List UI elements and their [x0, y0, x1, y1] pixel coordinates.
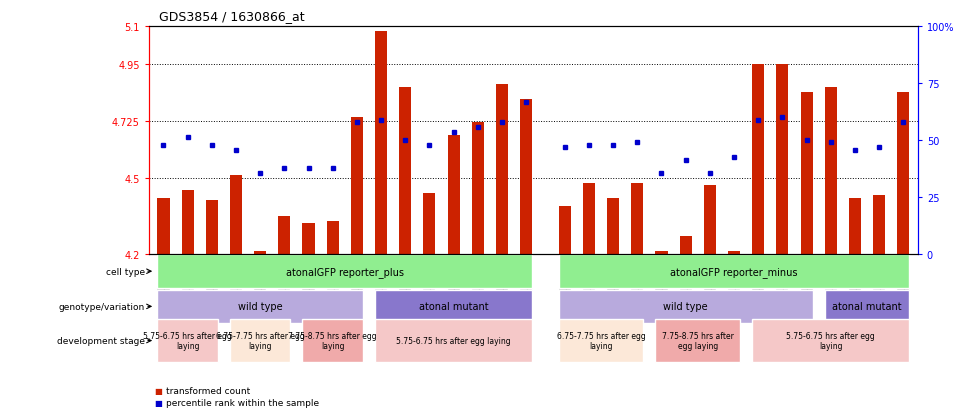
Text: 6.75-7.75 hrs after egg
laying: 6.75-7.75 hrs after egg laying — [556, 331, 646, 350]
Bar — [399, 88, 411, 254]
Bar — [496, 254, 508, 297]
Bar — [158, 199, 169, 254]
Text: 5.75-6.75 hrs after egg
laying: 5.75-6.75 hrs after egg laying — [786, 331, 875, 350]
Bar — [472, 254, 483, 297]
Bar — [448, 254, 459, 297]
Bar — [303, 254, 314, 297]
Bar — [496, 85, 508, 254]
Bar — [520, 100, 532, 254]
Bar — [752, 319, 909, 363]
Bar — [825, 290, 909, 323]
Bar — [801, 254, 813, 297]
Text: atonalGFP reporter_minus: atonalGFP reporter_minus — [670, 266, 798, 277]
Text: 7.75-8.75 hrs after
egg laying: 7.75-8.75 hrs after egg laying — [662, 331, 733, 350]
Bar — [655, 254, 668, 297]
Text: percentile rank within the sample: percentile rank within the sample — [166, 398, 319, 407]
Bar — [472, 123, 483, 254]
Bar — [158, 254, 169, 297]
Bar — [873, 196, 885, 254]
Bar — [158, 255, 532, 288]
Text: ■: ■ — [154, 386, 161, 395]
Text: 7.75-8.75 hrs after egg
laying: 7.75-8.75 hrs after egg laying — [288, 331, 377, 350]
Bar — [279, 216, 290, 254]
Bar — [703, 254, 716, 297]
Bar — [158, 290, 363, 323]
Bar — [655, 319, 740, 363]
Bar — [375, 290, 532, 323]
Bar — [558, 206, 571, 254]
Text: atonalGFP reporter_plus: atonalGFP reporter_plus — [285, 266, 404, 277]
Bar — [327, 254, 338, 297]
Bar — [303, 224, 314, 254]
Bar — [230, 254, 242, 297]
Bar — [607, 254, 619, 297]
Bar — [583, 183, 595, 254]
Bar — [558, 255, 909, 288]
Bar — [279, 254, 290, 297]
Bar — [655, 252, 668, 254]
Bar — [752, 65, 764, 254]
Bar — [327, 221, 338, 254]
Bar — [206, 254, 218, 297]
Bar — [375, 32, 387, 254]
Text: GDS3854 / 1630866_at: GDS3854 / 1630866_at — [159, 10, 305, 23]
Bar — [375, 254, 387, 297]
Bar — [254, 252, 266, 254]
Bar — [825, 88, 837, 254]
Bar — [679, 254, 692, 297]
Bar — [399, 254, 411, 297]
Bar — [303, 319, 363, 363]
Bar — [873, 254, 885, 297]
Text: 5.75-6.75 hrs after egg laying: 5.75-6.75 hrs after egg laying — [396, 336, 511, 345]
Text: wild type: wild type — [663, 301, 708, 312]
Text: 6.75-7.75 hrs after egg
laying: 6.75-7.75 hrs after egg laying — [216, 331, 305, 350]
Bar — [375, 319, 532, 363]
Text: genotype/variation: genotype/variation — [59, 302, 145, 311]
Text: development stage: development stage — [57, 336, 145, 345]
Text: 5.75-6.75 hrs after egg
laying: 5.75-6.75 hrs after egg laying — [143, 331, 232, 350]
Bar — [424, 193, 435, 254]
Text: cell type: cell type — [106, 267, 145, 276]
Bar — [520, 254, 532, 297]
Bar — [230, 176, 242, 254]
Bar — [351, 254, 363, 297]
Bar — [254, 254, 266, 297]
Bar — [631, 254, 643, 297]
Bar — [424, 254, 435, 297]
Bar — [703, 186, 716, 254]
Bar — [158, 319, 218, 363]
Bar — [898, 254, 909, 297]
Bar — [728, 252, 740, 254]
Bar — [631, 183, 643, 254]
Bar — [583, 254, 595, 297]
Text: ■: ■ — [154, 398, 161, 407]
Bar — [776, 65, 788, 254]
Bar — [849, 199, 861, 254]
Bar — [558, 319, 643, 363]
Text: transformed count: transformed count — [166, 386, 251, 395]
Bar — [825, 254, 837, 297]
Bar — [558, 254, 571, 297]
Bar — [607, 199, 619, 254]
Text: wild type: wild type — [238, 301, 283, 312]
Bar — [351, 118, 363, 254]
Bar — [230, 319, 290, 363]
Bar — [752, 254, 764, 297]
Bar — [679, 236, 692, 254]
Bar — [206, 201, 218, 254]
Bar — [558, 290, 813, 323]
Bar — [182, 254, 194, 297]
Bar — [776, 254, 788, 297]
Bar — [801, 93, 813, 254]
Bar — [898, 93, 909, 254]
Bar — [448, 135, 459, 254]
Text: atonal mutant: atonal mutant — [832, 301, 901, 312]
Bar — [182, 191, 194, 254]
Text: atonal mutant: atonal mutant — [419, 301, 488, 312]
Bar — [849, 254, 861, 297]
Bar — [728, 254, 740, 297]
